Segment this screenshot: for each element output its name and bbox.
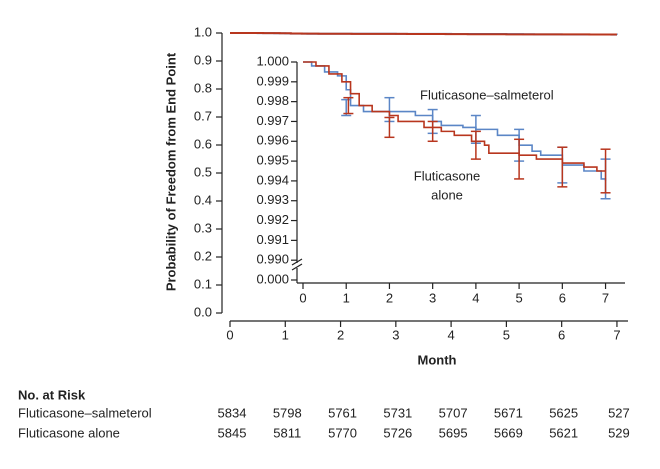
inset-x-tick-label: 7 bbox=[602, 290, 609, 305]
risk-value: 5811 bbox=[273, 425, 301, 440]
risk-value: 5625 bbox=[549, 405, 578, 420]
inset-y-tick-label: 0.998 bbox=[256, 93, 289, 108]
y-tick-label: 0.1 bbox=[194, 276, 212, 291]
y-axis-label: Probability of Freedom from End Point bbox=[163, 52, 178, 291]
axis-break bbox=[291, 258, 303, 266]
inset-x-tick-label: 2 bbox=[386, 290, 393, 305]
x-tick-label: 6 bbox=[558, 327, 565, 342]
inset-y-tick-label: 0.999 bbox=[256, 73, 289, 88]
annotation: Fluticasone–salmeterol bbox=[420, 87, 554, 102]
inset-x-tick-label: 1 bbox=[343, 290, 350, 305]
y-tick-label: 0.9 bbox=[194, 52, 212, 67]
y-tick-label: 0.7 bbox=[194, 108, 212, 123]
y-tick-label: 0.0 bbox=[194, 304, 212, 319]
axis-break bbox=[291, 263, 303, 271]
inset-y-tick-label: 0.996 bbox=[256, 133, 289, 148]
risk-row-name: Fluticasone–salmeterol bbox=[18, 405, 152, 420]
inset-y-tick-label: 0.991 bbox=[256, 232, 289, 247]
y-tick-label: 0.6 bbox=[194, 136, 212, 151]
risk-value: 5845 bbox=[218, 425, 247, 440]
risk-value: 5834 bbox=[218, 405, 247, 420]
risk-value: 5621 bbox=[549, 425, 578, 440]
y-tick-label: 0.3 bbox=[194, 220, 212, 235]
main-curve bbox=[230, 32, 617, 36]
x-tick-label: 0 bbox=[226, 327, 233, 342]
y-tick-label: 1.0 bbox=[194, 24, 212, 39]
inset-y-tick-label: 1.000 bbox=[256, 53, 289, 68]
x-tick-label: 7 bbox=[613, 327, 620, 342]
risk-value: 5695 bbox=[439, 425, 468, 440]
inset-y-tick-label: 0.997 bbox=[256, 113, 289, 128]
y-tick-label: 0.8 bbox=[194, 80, 212, 95]
risk-value: 5669 bbox=[494, 425, 523, 440]
y-tick-label: 0.5 bbox=[194, 164, 212, 179]
risk-value: 5761 bbox=[328, 405, 357, 420]
inset-x-tick-label: 4 bbox=[472, 290, 479, 305]
x-tick-label: 2 bbox=[337, 327, 344, 342]
inset-x-tick-label: 6 bbox=[559, 290, 566, 305]
y-tick-label: 0.4 bbox=[194, 192, 212, 207]
inset-y-tick-label: 0.000 bbox=[256, 271, 289, 286]
inset-y-tick-label: 0.995 bbox=[256, 153, 289, 168]
inset-y-tick-label: 0.994 bbox=[256, 172, 289, 187]
annotation: alone bbox=[431, 187, 463, 202]
inset-y-tick-label: 0.992 bbox=[256, 212, 289, 227]
risk-value: 5707 bbox=[439, 405, 468, 420]
x-tick-label: 3 bbox=[392, 327, 399, 342]
inset-curve bbox=[303, 61, 607, 181]
risk-value: 5726 bbox=[383, 425, 412, 440]
risk-row-name: Fluticasone alone bbox=[18, 425, 120, 440]
x-axis-label: Month bbox=[418, 352, 457, 367]
inset-curve bbox=[303, 61, 606, 172]
risk-value: 5731 bbox=[383, 405, 412, 420]
y-tick-label: 0.2 bbox=[194, 248, 212, 263]
risk-value: 529 bbox=[608, 425, 630, 440]
risk-table-title: No. at Risk bbox=[18, 387, 86, 402]
risk-value: 527 bbox=[608, 405, 630, 420]
risk-value: 5798 bbox=[273, 405, 302, 420]
annotation: Fluticasone bbox=[414, 168, 480, 183]
risk-value: 5671 bbox=[494, 405, 523, 420]
x-tick-label: 5 bbox=[503, 327, 510, 342]
x-tick-label: 4 bbox=[447, 327, 454, 342]
x-tick-label: 1 bbox=[282, 327, 289, 342]
inset-x-tick-label: 3 bbox=[429, 290, 436, 305]
inset-x-tick-label: 0 bbox=[299, 290, 306, 305]
risk-value: 5770 bbox=[328, 425, 357, 440]
inset-y-tick-label: 0.993 bbox=[256, 192, 289, 207]
inset-y-tick-label: 0.990 bbox=[256, 252, 289, 267]
inset-x-tick-label: 5 bbox=[515, 290, 522, 305]
